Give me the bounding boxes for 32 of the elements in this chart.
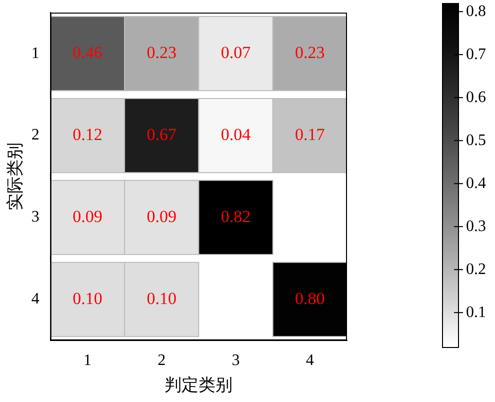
data-label: 0.12 (72, 124, 102, 144)
color-bar-label: 0.1 (466, 304, 486, 321)
y-tick-label: 4 (31, 290, 40, 308)
data-label: 0.82 (220, 206, 251, 226)
color-bar-label: 0.2 (466, 260, 486, 278)
x-tick-label: 3 (232, 352, 240, 370)
color-bar-label: 0.8 (466, 2, 486, 20)
x-tick-label: 1 (83, 352, 92, 370)
color-bar-label: 0.4 (466, 174, 486, 192)
data-label: 0.07 (220, 43, 252, 62)
y-tick-label: 2 (31, 126, 40, 144)
y-tick-label: 3 (31, 208, 40, 226)
color-bar-label: 0.3 (466, 218, 486, 235)
data-label: 0.09 (72, 206, 102, 226)
x-axis-title: 判定类别 (164, 375, 233, 394)
data-label: 0.10 (146, 288, 176, 308)
data-label: 0.17 (295, 124, 326, 144)
color-bar-label: 0.7 (466, 46, 486, 63)
color-bar-label: 0.5 (466, 132, 486, 149)
y-axis-title: 实际类别 (6, 142, 25, 210)
data-label: 0.80 (295, 288, 325, 308)
data-label: 0.04 (220, 124, 252, 144)
data-label: 0.46 (72, 43, 102, 62)
data-label: 0.23 (295, 43, 325, 62)
x-tick-label: 4 (306, 352, 314, 370)
y-tick-label: 1 (31, 44, 40, 62)
data-label: 0.67 (146, 124, 177, 144)
data-label: 0.10 (72, 288, 102, 308)
data-label: 0.23 (146, 43, 176, 62)
color-bar-label: 0.6 (466, 88, 486, 106)
x-tick-label: 2 (158, 352, 166, 370)
data-label: 0.09 (146, 206, 176, 226)
